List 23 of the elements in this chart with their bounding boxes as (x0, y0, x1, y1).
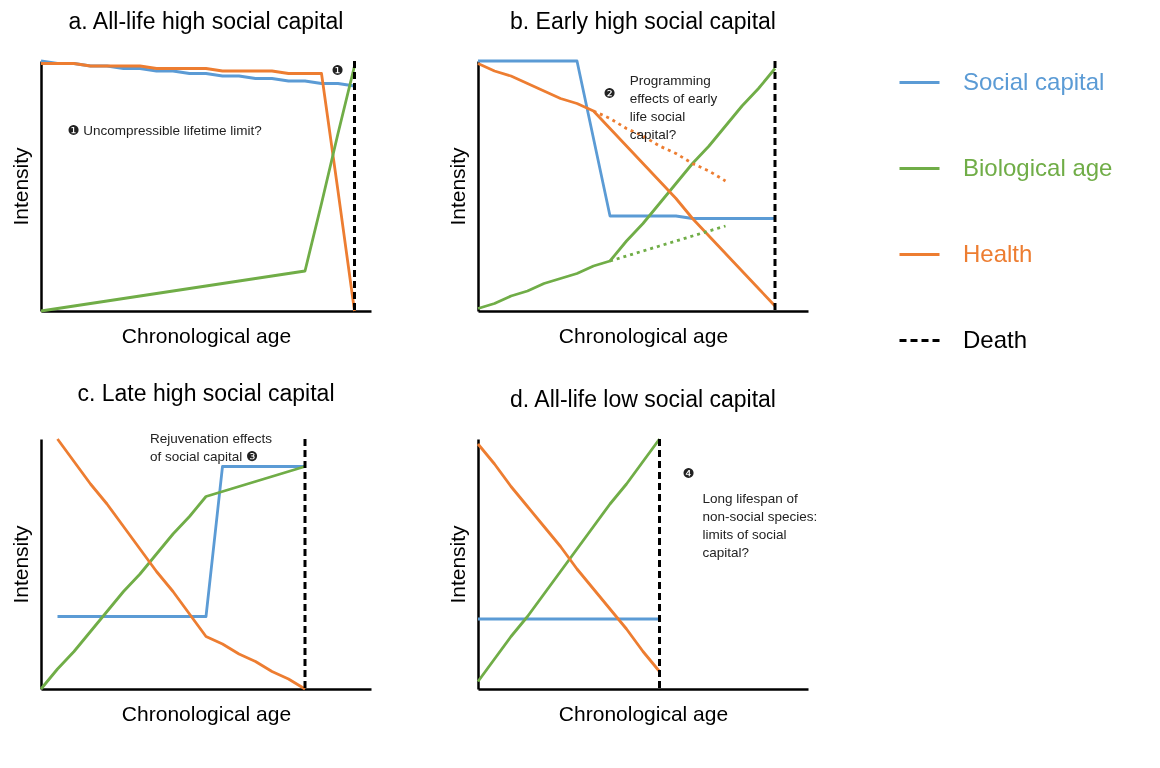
chart-title: b. Early high social capital (510, 7, 776, 34)
x-axis-title: Chronological age (558, 323, 729, 347)
text: Death (963, 325, 1028, 353)
chart-title: a. All-life high social capital (68, 7, 344, 34)
annotation: Rejuvenation effects of social capital ❸ (149, 431, 273, 464)
y-axis-title: Intensity (445, 146, 469, 226)
annotation: ❷ (603, 85, 616, 101)
y-axis-title: Intensity (445, 524, 469, 604)
y-axis-title: Intensity (8, 146, 32, 226)
annotation: ❹ (682, 466, 695, 481)
y-axis-title: Intensity (8, 524, 32, 604)
chart-title: c. Late high social capital (77, 380, 335, 406)
legend-label: Social capital (963, 67, 1105, 95)
x-axis-title: Chronological age (121, 323, 292, 347)
annotation: Long lifespan of non-social species: limits of social capital? (702, 491, 818, 560)
x-axis-title: Chronological age (121, 701, 292, 725)
x-axis-title: Chronological age (558, 701, 729, 725)
annotation: ❶ Uncompressible lifetime limit? (67, 123, 262, 138)
legend-label: Health (963, 239, 1033, 267)
annotation: Programming effects of early life social capital? (629, 73, 718, 142)
chart-title: d. All-life low social capital (510, 385, 776, 412)
legend-label: Biological age (963, 153, 1113, 181)
annotation: ❶ (331, 63, 344, 78)
